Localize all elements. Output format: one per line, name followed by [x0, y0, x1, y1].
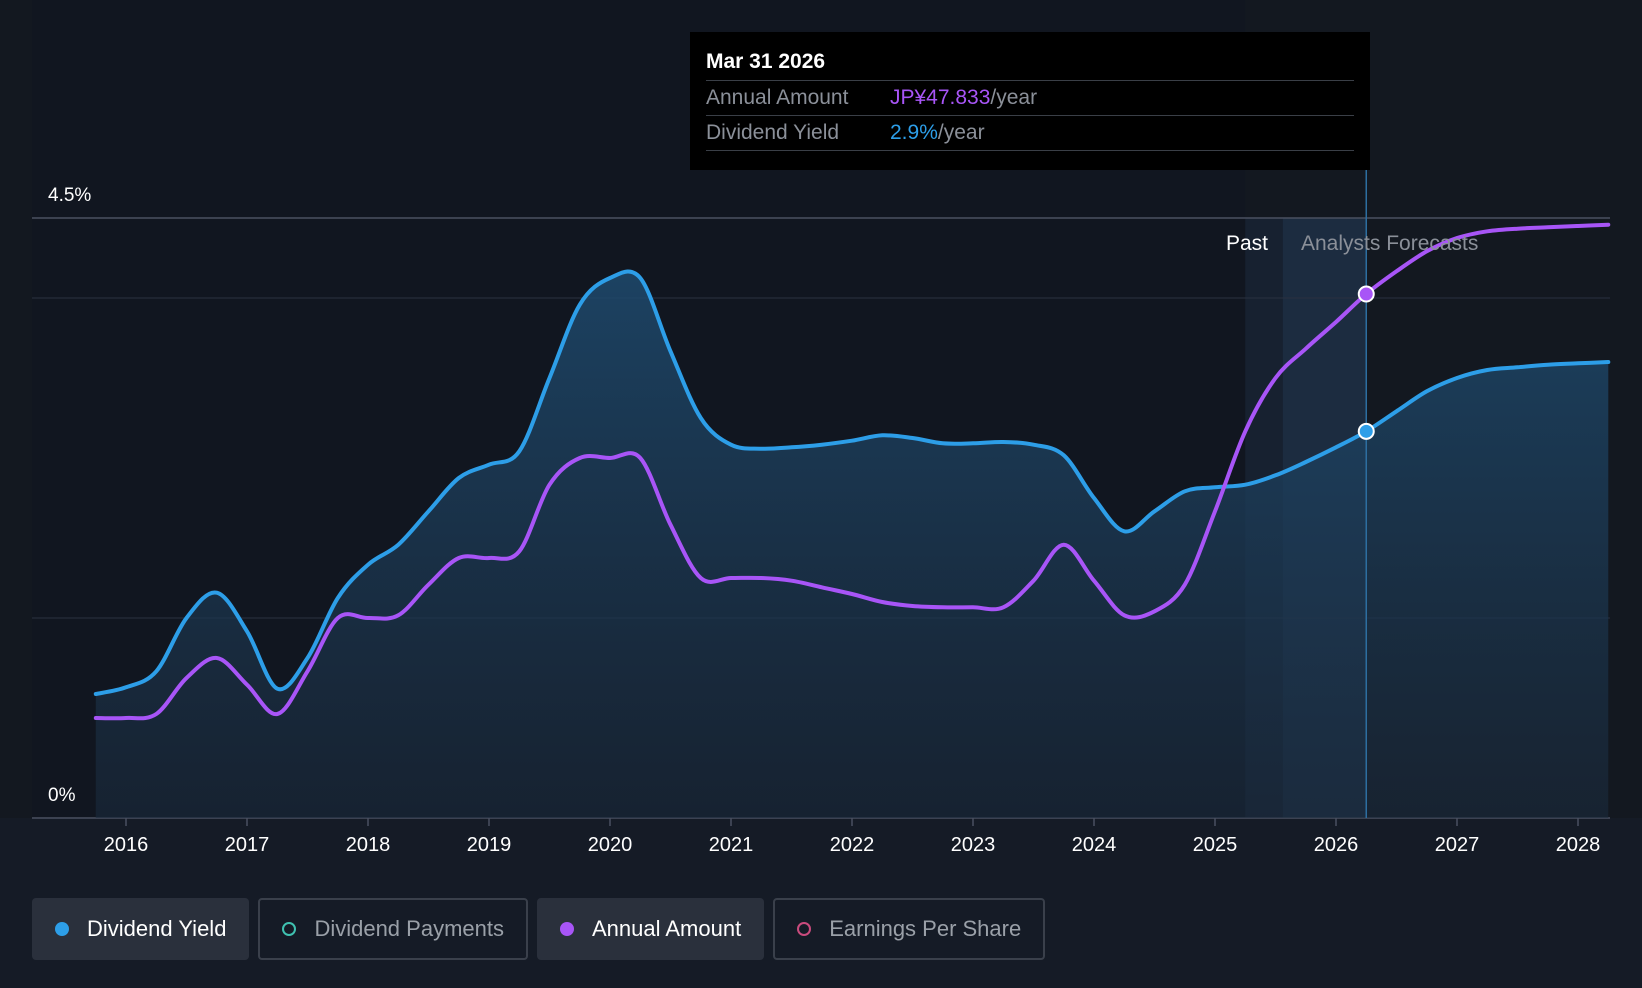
tooltip-amount-unit: /year [990, 86, 1038, 109]
x-tick-label: 2020 [588, 834, 633, 856]
legend-label: Dividend Payments [314, 916, 504, 941]
tooltip-yield-label: Dividend Yield [706, 121, 840, 144]
tooltip-row-amount: Annual Amount JP¥47.833 /year [706, 81, 1354, 116]
legend-label: Annual Amount [591, 916, 742, 941]
legend-label: Dividend Yield [87, 916, 227, 941]
past-label: Past [1226, 232, 1268, 255]
x-tick-label: 2028 [1556, 834, 1601, 856]
tooltip-amount-label: Annual Amount [706, 86, 849, 109]
x-tick-label: 2023 [951, 834, 996, 856]
legend-ring-icon [282, 922, 297, 936]
y-axis-bottom-label: 0% [48, 785, 76, 806]
annual-amount-cursor-marker [1357, 285, 1375, 303]
legend-dot-icon [559, 922, 574, 936]
tooltip-amount-value: JP¥47.833 [890, 86, 991, 109]
x-tick-label: 2021 [709, 834, 754, 856]
x-tick-label: 2016 [104, 834, 149, 856]
legend-dividend-yield-button[interactable]: Dividend Yield [32, 898, 250, 960]
x-tick-label: 2025 [1193, 834, 1238, 856]
tooltip-row-yield: Dividend Yield 2.9% /year [706, 116, 1354, 151]
dividend-yield-line [93, 269, 1611, 696]
x-tick-label: 2022 [830, 834, 875, 856]
series-lines [93, 222, 1611, 721]
series-areas [95, 271, 1609, 819]
legend-dot-icon [55, 922, 69, 936]
x-tick-label: 2017 [225, 834, 270, 856]
x-tick-label: 2024 [1072, 834, 1117, 856]
dividend-yield-area [95, 271, 1609, 819]
legend-earnings-per-share-button[interactable]: Earnings Per Share [773, 898, 1046, 960]
legend: Dividend Yield Dividend Payments Annual … [32, 898, 1046, 960]
x-tick-label: 2027 [1435, 834, 1480, 856]
tooltip-yield-value: 2.9% [890, 121, 938, 144]
legend-dividend-payments-button[interactable]: Dividend Payments [258, 898, 528, 960]
legend-ring-icon [797, 922, 812, 936]
tooltip-yield-unit: /year [937, 121, 985, 144]
x-tick-label: 2018 [346, 834, 391, 856]
cursor-group [1357, 170, 1375, 818]
x-tick-label: 2026 [1314, 834, 1359, 856]
legend-label: Earnings Per Share [829, 916, 1022, 941]
forecast-label: Analysts Forecasts [1301, 232, 1478, 255]
tooltip-date: Mar 31 2026 [706, 46, 1354, 81]
legend-annual-amount-button[interactable]: Annual Amount [536, 898, 765, 960]
x-tick-label: 2019 [467, 834, 512, 856]
y-axis-top-label: 4.5% [48, 185, 91, 206]
dividend-yield-cursor-marker [1357, 422, 1375, 440]
annual-amount-line [93, 222, 1611, 721]
x-axis-ticks: 2016 2017 2018 2019 2020 2021 2022 2023 2024 2025… [104, 818, 1601, 856]
tooltip: Mar 31 2026 Annual Amount JP¥47.833 /yea… [690, 32, 1370, 170]
